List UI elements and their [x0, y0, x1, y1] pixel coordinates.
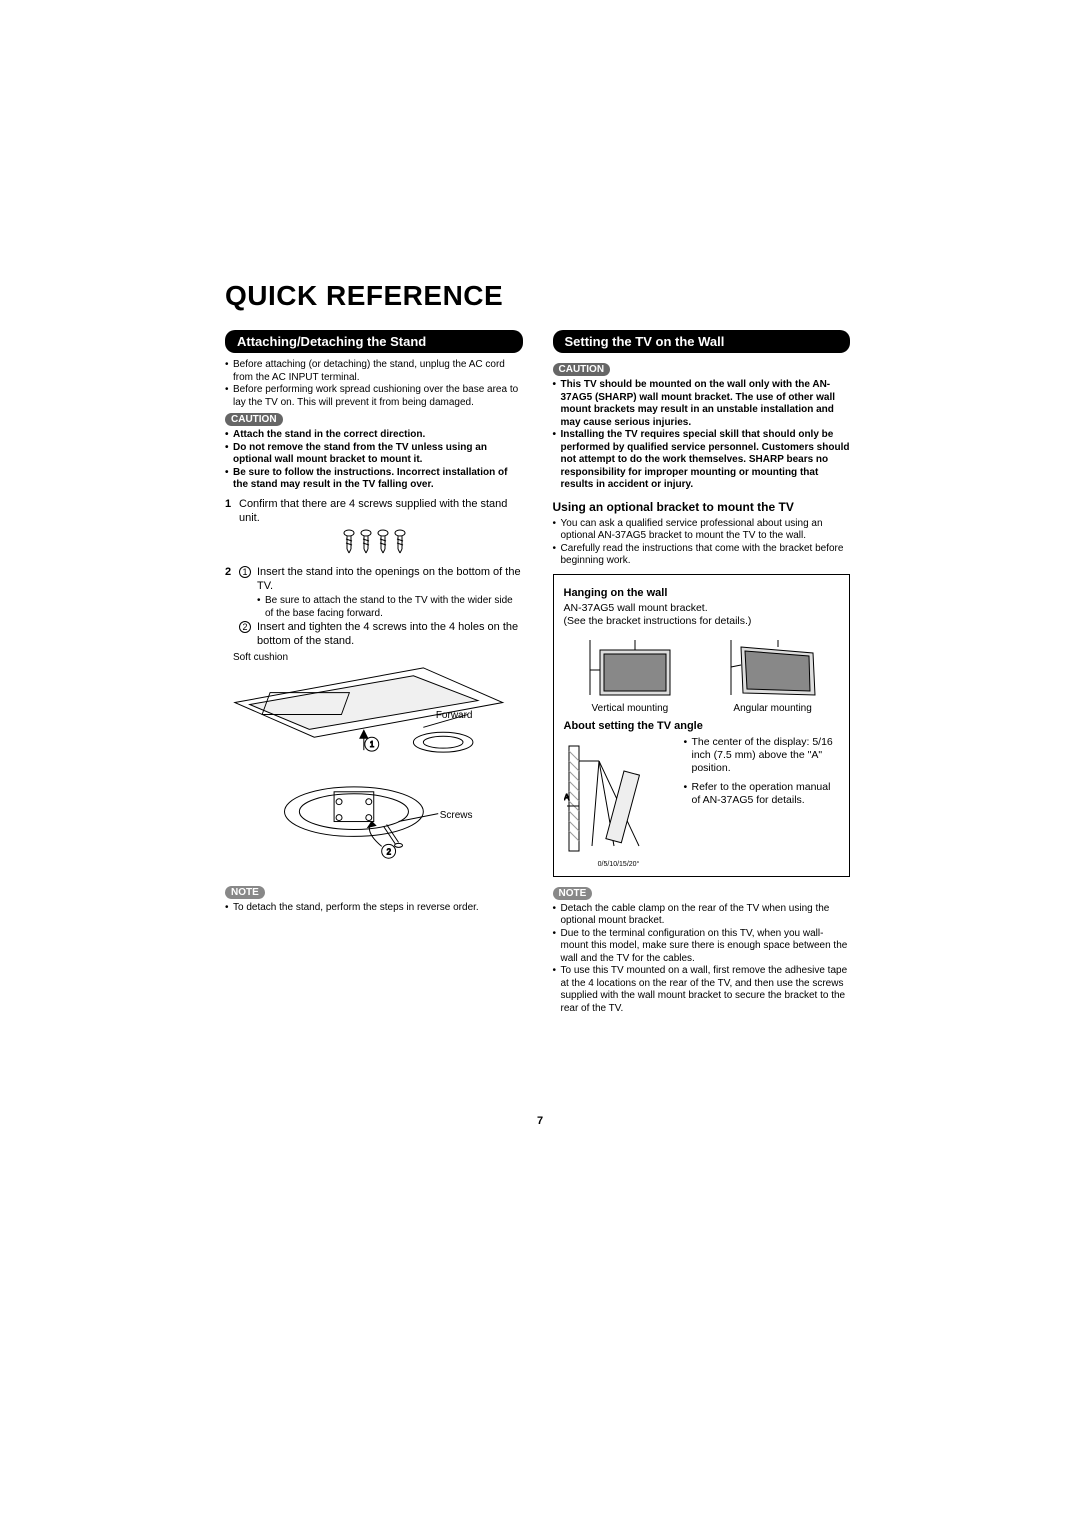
left-column: Attaching/Detaching the Stand Before att…	[225, 330, 523, 1015]
list-item: To use this TV mounted on a wall, first …	[553, 965, 851, 1015]
screws-illustration	[225, 529, 523, 560]
hanging-heading: Hanging on the wall	[564, 587, 840, 599]
note-list: To detach the stand, perform the steps i…	[225, 902, 523, 915]
angle-text: The center of the display: 5/16 inch (7.…	[684, 736, 840, 868]
mount-illustration-pair: Vertical mounting Angular	[564, 635, 840, 714]
caution-list: This TV should be mounted on the wall on…	[553, 379, 851, 492]
pre-intro-list: Before attaching (or detaching) the stan…	[225, 359, 523, 409]
right-column: Setting the TV on the Wall CAUTION This …	[553, 330, 851, 1015]
substep-2b: 2 Insert and tighten the 4 screws into t…	[239, 620, 523, 649]
caution-badge: CAUTION	[225, 413, 283, 426]
vertical-caption: Vertical mounting	[580, 703, 680, 714]
step-body: 1 Insert the stand into the openings on …	[239, 565, 523, 648]
subheading-using-bracket: Using an optional bracket to mount the T…	[553, 500, 851, 514]
label-screws: Screws	[440, 810, 473, 821]
svg-text:2: 2	[387, 848, 391, 857]
step-number: 1	[225, 497, 239, 526]
step-body: Confirm that there are 4 screws supplied…	[239, 497, 523, 526]
list-item: Before attaching (or detaching) the stan…	[225, 359, 523, 384]
substep-number: 2	[239, 620, 257, 649]
step-1: 1 Confirm that there are 4 screws suppli…	[225, 497, 523, 526]
substep-body: Insert and tighten the 4 screws into the…	[257, 620, 523, 649]
list-item: Detach the cable clamp on the rear of th…	[553, 903, 851, 928]
note-badge: NOTE	[553, 887, 593, 900]
list-item: Installing the TV requires special skill…	[553, 429, 851, 492]
note-list: Detach the cable clamp on the rear of th…	[553, 903, 851, 1016]
substep-number: 1	[239, 565, 257, 594]
list-item: You can ask a qualified service professi…	[553, 518, 851, 543]
page-title: QUICK REFERENCE	[225, 280, 850, 312]
list-item: Carefully read the instructions that com…	[553, 543, 851, 568]
two-column-layout: Attaching/Detaching the Stand Before att…	[225, 330, 850, 1015]
list-item: Be sure to follow the instructions. Inco…	[225, 467, 523, 492]
list-item: This TV should be mounted on the wall on…	[553, 379, 851, 429]
list-item: The center of the display: 5/16 inch (7.…	[684, 736, 840, 775]
caution-list: Attach the stand in the correct directio…	[225, 429, 523, 492]
hanging-line2: (See the bracket instructions for detail…	[564, 615, 840, 629]
hanging-line1: AN-37AG5 wall mount bracket.	[564, 602, 840, 616]
step-number: 2	[225, 565, 239, 648]
section-header-wall: Setting the TV on the Wall	[553, 330, 851, 353]
about-angle-heading: About setting the TV angle	[564, 720, 840, 732]
using-list: You can ask a qualified service professi…	[553, 518, 851, 568]
mounting-box: Hanging on the wall AN-37AG5 wall mount …	[553, 574, 851, 877]
angle-figure: A 0/5/10/15/20°	[564, 736, 674, 868]
stand-diagram: Soft cushion Forward Screws 1	[225, 652, 523, 882]
label-soft-cushion: Soft cushion	[233, 652, 288, 663]
substep-2a: 1 Insert the stand into the openings on …	[239, 565, 523, 594]
substep-body: Insert the stand into the openings on th…	[257, 565, 523, 594]
list-item: Before performing work spread cushioning…	[225, 384, 523, 409]
section-header-attaching: Attaching/Detaching the Stand	[225, 330, 523, 353]
caution-badge: CAUTION	[553, 363, 611, 376]
substep-bullet: Be sure to attach the stand to the TV wi…	[257, 594, 523, 620]
svg-text:1: 1	[370, 740, 375, 749]
angle-row: A 0/5/10/15/20° The center of the displa…	[564, 736, 840, 868]
note-badge: NOTE	[225, 886, 265, 899]
page-number: 7	[0, 1115, 1080, 1127]
list-item: Attach the stand in the correct directio…	[225, 429, 523, 442]
step-2: 2 1 Insert the stand into the openings o…	[225, 565, 523, 648]
angular-caption: Angular mounting	[723, 703, 823, 714]
list-item: Due to the terminal configuration on thi…	[553, 928, 851, 966]
angle-degrees-label: 0/5/10/15/20°	[564, 861, 674, 868]
vertical-mount-figure: Vertical mounting	[580, 635, 680, 714]
list-item: Do not remove the stand from the TV unle…	[225, 442, 523, 467]
svg-text:A: A	[564, 793, 570, 802]
page: QUICK REFERENCE Attaching/Detaching the …	[0, 0, 1080, 1015]
label-forward: Forward	[436, 710, 473, 721]
angular-mount-figure: Angular mounting	[723, 635, 823, 714]
list-item: Refer to the operation manual of AN-37AG…	[684, 781, 840, 807]
list-item: To detach the stand, perform the steps i…	[225, 902, 523, 915]
